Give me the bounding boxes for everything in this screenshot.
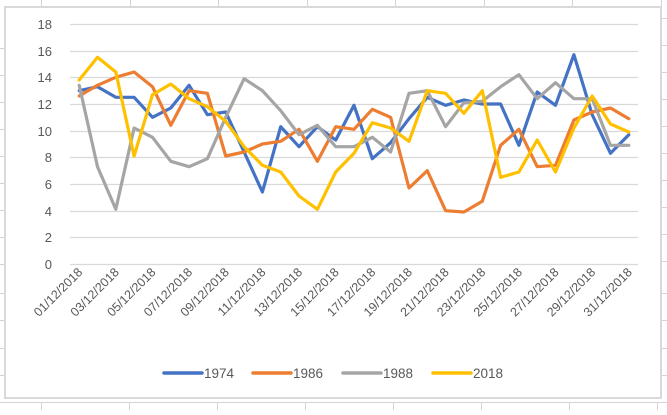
y-tick-label: 2 xyxy=(45,230,52,245)
legend-item-1988[interactable]: 1988 xyxy=(341,366,413,381)
y-tick-label: 16 xyxy=(38,44,52,59)
series-line-2018[interactable] xyxy=(77,55,631,211)
y-tick-label: 12 xyxy=(38,97,52,112)
legend-item-1986[interactable]: 1986 xyxy=(251,366,323,381)
legend-label: 1974 xyxy=(204,366,235,381)
legend-label: 2018 xyxy=(473,366,503,381)
series-line-1988[interactable] xyxy=(77,73,631,211)
y-axis: 0 2 4 6 8 10 12 14 16 18 xyxy=(38,17,52,272)
y-tick-label: 6 xyxy=(45,177,52,192)
x-axis: 01/12/201803/12/201805/12/201807/12/2018… xyxy=(31,265,635,319)
legend-label: 1988 xyxy=(383,366,413,381)
legend-label: 1986 xyxy=(293,366,323,381)
gridlines xyxy=(70,23,638,266)
legend: 1974 1986 1988 2018 xyxy=(162,366,503,381)
y-tick-label: 0 xyxy=(45,257,52,272)
legend-item-2018[interactable]: 2018 xyxy=(431,366,503,381)
legend-item-1974[interactable]: 1974 xyxy=(162,366,235,381)
y-tick-label: 4 xyxy=(45,204,52,219)
series-lines xyxy=(77,53,631,214)
y-tick-label: 10 xyxy=(38,124,52,139)
y-tick-label: 18 xyxy=(38,17,52,32)
y-tick-label: 8 xyxy=(45,150,52,165)
series-line-1986[interactable] xyxy=(77,70,631,214)
series-line-1974[interactable] xyxy=(77,53,631,194)
y-tick-label: 14 xyxy=(38,70,52,85)
